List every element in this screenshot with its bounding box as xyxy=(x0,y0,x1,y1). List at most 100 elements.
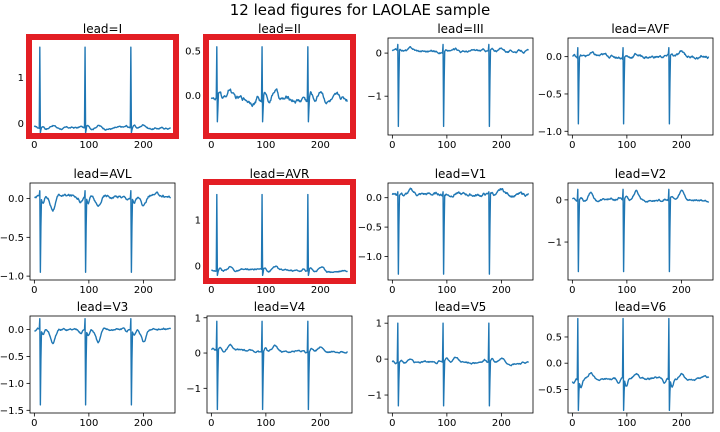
y-tick-label: 1 xyxy=(18,73,24,84)
subplot-title: lead=V4 xyxy=(254,300,306,314)
y-tick-label: −1 xyxy=(367,92,382,103)
y-tick-label: −1.0 xyxy=(538,127,562,138)
lead-series-line xyxy=(571,188,710,273)
x-tick-label: 0 xyxy=(208,140,214,151)
lead-series-line xyxy=(210,46,348,123)
y-tick-label: −1.0 xyxy=(0,272,24,283)
y-tick-label: −1 xyxy=(367,391,382,402)
axes-frame xyxy=(567,37,714,136)
x-tick-label: 200 xyxy=(672,285,691,296)
x-tick-label: 100 xyxy=(79,418,98,429)
x-tick-label: 0 xyxy=(569,140,575,151)
y-tick-label: −0.5 xyxy=(0,233,24,244)
lead-series-line xyxy=(391,43,529,128)
x-tick-label: 0 xyxy=(389,140,395,151)
x-tick-label: 100 xyxy=(617,285,636,296)
lead-series-line xyxy=(391,322,529,407)
lead-subplot: lead=AVR 0 100 200 0 1 xyxy=(195,167,356,296)
x-tick-label: 200 xyxy=(492,418,511,429)
y-tick-label: 0.5 xyxy=(546,332,562,343)
subplot-title: lead=II xyxy=(258,22,301,36)
y-tick-label: 0 xyxy=(18,119,24,130)
y-tick-label: 0.0 xyxy=(8,325,24,336)
x-tick-label: 200 xyxy=(672,140,691,151)
lead-series-line xyxy=(571,317,710,412)
y-tick-label: 0.0 xyxy=(8,194,24,205)
axes-frame xyxy=(567,315,714,414)
x-tick-label: 200 xyxy=(311,140,330,151)
lead-subplot: lead=V2 0 100 200 0 −1 xyxy=(547,167,714,296)
x-tick-label: 0 xyxy=(208,418,214,429)
x-tick-label: 200 xyxy=(672,418,691,429)
axes-frame xyxy=(206,37,353,136)
y-tick-label: 0.0 xyxy=(185,91,201,102)
subplot-title: lead=V2 xyxy=(615,167,667,181)
axes-frame xyxy=(387,37,534,136)
y-tick-label: −1 xyxy=(547,238,562,249)
x-tick-label: 200 xyxy=(311,285,330,296)
x-tick-label: 100 xyxy=(79,285,98,296)
x-tick-label: 200 xyxy=(492,285,511,296)
x-tick-label: 100 xyxy=(79,140,98,151)
highlight-box xyxy=(203,179,356,284)
lead-subplot: lead=AVF 0 100 200 0.0 −0.5 −1.0 xyxy=(538,22,714,151)
y-tick-label: −1.0 xyxy=(0,379,24,390)
x-tick-label: 100 xyxy=(437,285,456,296)
x-tick-label: 200 xyxy=(134,418,153,429)
y-tick-label: 0.0 xyxy=(546,52,562,63)
y-tick-label: 0 xyxy=(195,349,201,360)
lead-subplot: lead=III 0 100 200 0 −1 xyxy=(367,22,534,151)
axes-frame xyxy=(206,315,353,414)
lead-subplot: lead=V6 0 100 200 0.5 0.0 −0.5 xyxy=(538,300,714,429)
lead-subplot: lead=AVL 0 100 200 0.0 −0.5 −1.0 xyxy=(0,167,176,296)
y-tick-label: 0 xyxy=(376,49,382,60)
x-tick-label: 100 xyxy=(256,285,275,296)
x-tick-label: 200 xyxy=(134,285,153,296)
x-tick-label: 0 xyxy=(569,418,575,429)
subplot-title: lead=V1 xyxy=(435,167,487,181)
y-tick-label: −1.5 xyxy=(0,406,24,417)
subplot-title: lead=V3 xyxy=(77,300,129,314)
x-tick-label: 0 xyxy=(208,285,214,296)
x-tick-label: 100 xyxy=(437,418,456,429)
x-tick-label: 100 xyxy=(617,140,636,151)
lead-subplot: lead=I 0 100 200 0 1 xyxy=(18,22,179,151)
x-tick-label: 0 xyxy=(31,285,37,296)
subplot-title: lead=III xyxy=(437,22,483,36)
y-tick-label: 1 xyxy=(195,215,201,226)
y-tick-label: 0 xyxy=(195,262,201,273)
y-tick-label: −0.5 xyxy=(358,223,382,234)
y-tick-label: 0.5 xyxy=(185,47,201,58)
y-tick-label: −1.0 xyxy=(358,252,382,263)
axes-frame xyxy=(29,182,176,281)
x-tick-label: 0 xyxy=(389,285,395,296)
y-tick-label: −0.5 xyxy=(538,89,562,100)
y-tick-label: 0.0 xyxy=(546,359,562,370)
x-tick-label: 100 xyxy=(617,418,636,429)
x-tick-label: 100 xyxy=(256,418,275,429)
figure-title: 12 lead figures for LAOLAE sample xyxy=(229,1,491,19)
lead-series-line xyxy=(210,320,348,411)
lead-series-line xyxy=(391,187,530,275)
x-tick-label: 200 xyxy=(311,418,330,429)
axes-frame xyxy=(387,182,534,281)
axes-frame xyxy=(29,315,176,414)
y-tick-label: −0.5 xyxy=(0,352,24,363)
axes-frame xyxy=(29,37,176,136)
y-tick-label: 0 xyxy=(376,355,382,366)
lead-series-line xyxy=(34,317,172,406)
y-tick-label: −1 xyxy=(186,384,201,395)
lead-series-line xyxy=(572,47,710,125)
axes-frame xyxy=(567,182,714,281)
lead-subplot: lead=V5 0 100 200 1 0 −1 xyxy=(367,300,534,429)
y-tick-label: 0 xyxy=(556,195,562,206)
x-tick-label: 200 xyxy=(492,140,511,151)
y-tick-label: 1 xyxy=(195,313,201,324)
lead-subplot: lead=II 0 100 200 0.0 0.5 xyxy=(185,22,356,151)
x-tick-label: 200 xyxy=(134,140,153,151)
highlight-box xyxy=(203,34,356,139)
x-tick-label: 0 xyxy=(389,418,395,429)
axes-frame xyxy=(206,182,353,281)
x-tick-label: 0 xyxy=(31,418,37,429)
